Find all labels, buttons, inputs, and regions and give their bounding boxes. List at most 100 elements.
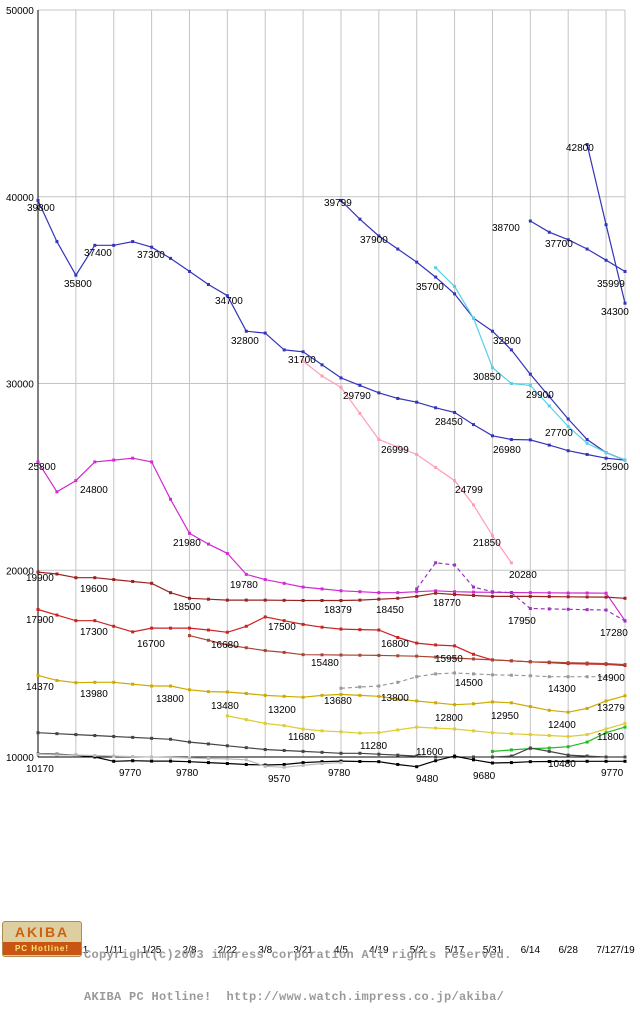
data-point-green <box>585 740 589 744</box>
data-point-magenta <box>415 590 419 594</box>
data-point-darkred <box>547 595 551 599</box>
point-label: 21980 <box>173 538 201 549</box>
point-label: 13480 <box>211 701 239 712</box>
data-point-darkred <box>244 598 248 602</box>
data-point-black-b <box>320 760 324 764</box>
data-point-magenta <box>320 587 324 591</box>
data-point-navy-b <box>585 438 589 442</box>
data-point-yellow-a <box>93 680 97 684</box>
data-point-magenta <box>528 591 532 595</box>
data-point-yellow-a <box>566 710 570 714</box>
data-point-darkred <box>566 595 570 599</box>
point-label: 10480 <box>548 759 576 770</box>
data-point-red <box>55 613 59 617</box>
point-label: 12950 <box>491 711 519 722</box>
data-point-black-a <box>320 750 324 754</box>
data-point-gray <box>396 680 400 684</box>
data-point-black-a <box>187 740 191 744</box>
x-axis-label: 6/14 <box>521 945 541 956</box>
data-point-red <box>358 628 362 632</box>
data-point-navy-a <box>150 245 154 249</box>
data-point-yellow-a <box>472 702 476 706</box>
data-point-red <box>415 641 419 645</box>
data-point-navy-b <box>396 247 400 251</box>
data-point-yellow-b <box>453 727 457 731</box>
data-point-lightgray <box>244 758 248 762</box>
data-point-yellow-a <box>358 693 362 697</box>
data-point-lightgray <box>74 753 78 757</box>
point-label: 17500 <box>268 622 296 633</box>
logo-akiba-text: AKIBA <box>14 924 70 940</box>
data-point-navy-b <box>339 199 343 203</box>
data-point-navy-c <box>566 238 570 242</box>
series-yellow-a <box>37 674 626 713</box>
data-point-magenta <box>112 458 116 462</box>
data-point-maroon <box>566 661 570 665</box>
data-point-darkred <box>509 594 513 598</box>
data-point-black-a <box>301 749 305 753</box>
data-point-navy-b <box>434 275 438 279</box>
x-axis-label: 1/25 <box>142 945 162 956</box>
point-label: 12800 <box>435 713 463 724</box>
data-point-green <box>490 749 494 753</box>
data-point-darkred <box>112 578 116 582</box>
data-point-navy-a <box>244 329 248 333</box>
data-point-darkred <box>36 570 40 574</box>
data-point-cyan <box>547 404 551 408</box>
point-label: 37900 <box>360 235 388 246</box>
data-point-black-b <box>282 762 286 766</box>
data-point-black-b <box>604 759 608 763</box>
data-point-black-b <box>150 759 154 763</box>
data-point-maroon <box>225 643 229 647</box>
data-point-black-a <box>263 748 267 752</box>
point-label: 9770 <box>601 768 624 779</box>
data-point-navy-b <box>566 417 570 421</box>
data-point-pink <box>320 374 324 378</box>
data-point-yellow-a <box>244 692 248 696</box>
data-point-yellow-a <box>623 694 627 698</box>
data-point-navy-a <box>169 256 173 260</box>
data-point-black-a <box>206 742 210 746</box>
data-point-darkred <box>472 593 476 597</box>
data-point-magenta <box>339 589 343 593</box>
data-point-magenta <box>263 578 267 582</box>
point-label: 19900 <box>26 573 54 584</box>
data-point-black-b <box>585 759 589 763</box>
data-point-magenta <box>377 591 381 595</box>
data-point-green <box>566 745 570 749</box>
data-point-black-a <box>339 751 343 755</box>
point-label: 39799 <box>324 198 352 209</box>
data-point-black-a <box>36 731 40 735</box>
data-point-maroon <box>320 653 324 657</box>
point-label: 26999 <box>381 445 409 456</box>
data-point-green <box>547 746 551 750</box>
copyright-text: Copyright(c)2003 impress corporation All… <box>84 920 512 1032</box>
data-point-navy-a <box>263 331 267 335</box>
data-point-red <box>187 626 191 630</box>
point-label: 14900 <box>597 673 625 684</box>
series-yellow-b <box>227 715 626 738</box>
data-point-navy-d <box>604 223 608 227</box>
data-point-darkred <box>434 591 438 595</box>
data-point-yellow-a <box>150 684 154 688</box>
point-label: 14300 <box>548 684 576 695</box>
data-point-magenta <box>244 572 248 576</box>
data-point-violet <box>490 590 494 594</box>
point-label: 11280 <box>360 741 388 752</box>
data-point-red <box>74 619 78 623</box>
data-point-darkred <box>150 581 154 585</box>
data-point-yellow-a <box>263 693 267 697</box>
data-point-gray <box>490 673 494 677</box>
data-point-yellow-a <box>169 684 173 688</box>
x-axis-label: 5/31 <box>483 945 503 956</box>
x-axis-label: 5/2 <box>410 945 424 956</box>
x-axis-label: 2/8 <box>183 945 197 956</box>
point-label: 15480 <box>311 658 339 669</box>
data-point-darkred <box>453 593 457 597</box>
data-point-magenta <box>55 490 59 494</box>
data-point-magenta <box>396 591 400 595</box>
data-point-navy-a <box>36 198 40 202</box>
data-point-magenta <box>206 542 210 546</box>
data-point-maroon <box>377 653 381 657</box>
copyright-line-1: Copyright(c)2003 impress corporation All… <box>84 948 512 962</box>
